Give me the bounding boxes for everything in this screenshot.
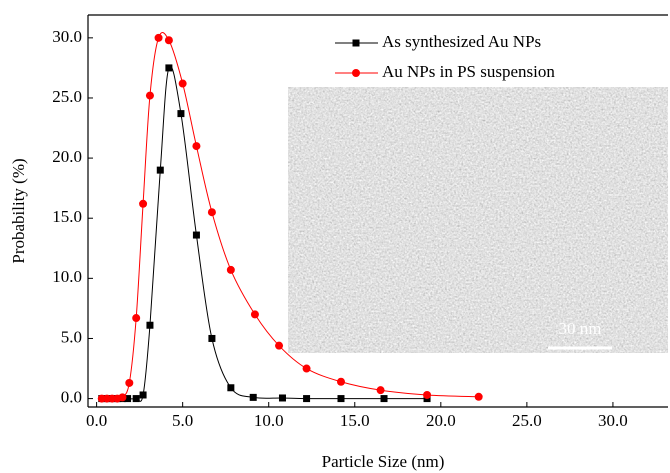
marker xyxy=(227,384,235,392)
x-tick-label: 30.0 xyxy=(598,411,628,430)
x-tick-label: 0.0 xyxy=(86,411,107,430)
legend-label: As synthesized Au NPs xyxy=(382,32,541,51)
marker xyxy=(139,199,148,208)
marker xyxy=(303,395,311,403)
y-tick-label: 20.0 xyxy=(52,147,82,166)
marker xyxy=(154,33,163,42)
marker xyxy=(207,208,216,217)
y-tick-label: 5.0 xyxy=(61,327,82,346)
marker xyxy=(177,110,185,118)
marker xyxy=(118,393,127,402)
y-tick-label: 25.0 xyxy=(52,87,82,106)
marker xyxy=(178,79,187,88)
marker xyxy=(164,36,173,45)
marker xyxy=(132,395,140,403)
marker xyxy=(337,395,345,403)
marker xyxy=(278,394,286,402)
marker xyxy=(192,142,201,151)
y-tick-label: 15.0 xyxy=(52,207,82,226)
y-tick-label: 30.0 xyxy=(52,27,82,46)
legend-marker xyxy=(352,39,360,47)
x-tick-label: 15.0 xyxy=(340,411,370,430)
x-tick-label: 5.0 xyxy=(172,411,193,430)
legend-label: Au NPs in PS suspension xyxy=(382,62,555,81)
marker xyxy=(165,64,173,72)
marker xyxy=(146,321,154,329)
marker xyxy=(474,392,483,401)
inset-image xyxy=(288,87,668,353)
marker xyxy=(192,231,200,239)
marker xyxy=(275,341,284,350)
marker xyxy=(208,334,216,342)
marker xyxy=(423,390,432,399)
legend-marker xyxy=(352,69,360,77)
scale-bar-label: 30 nm xyxy=(559,319,602,338)
marker xyxy=(226,265,235,274)
marker xyxy=(249,393,257,401)
y-tick-label: 0.0 xyxy=(61,387,82,406)
x-tick-label: 20.0 xyxy=(426,411,456,430)
x-axis-label: Particle Size (nm) xyxy=(322,452,445,471)
marker xyxy=(302,364,311,373)
marker xyxy=(156,166,164,174)
x-tick-label: 25.0 xyxy=(512,411,542,430)
marker xyxy=(139,391,147,399)
marker xyxy=(145,91,154,100)
x-tick-label: 10.0 xyxy=(254,411,284,430)
marker xyxy=(250,310,259,319)
y-tick-label: 10.0 xyxy=(52,267,82,286)
marker xyxy=(336,377,345,386)
y-axis-label: Probability (%) xyxy=(9,158,28,263)
marker xyxy=(132,314,141,323)
marker xyxy=(125,378,134,387)
marker xyxy=(380,395,388,403)
marker xyxy=(124,395,132,403)
marker xyxy=(376,386,385,395)
